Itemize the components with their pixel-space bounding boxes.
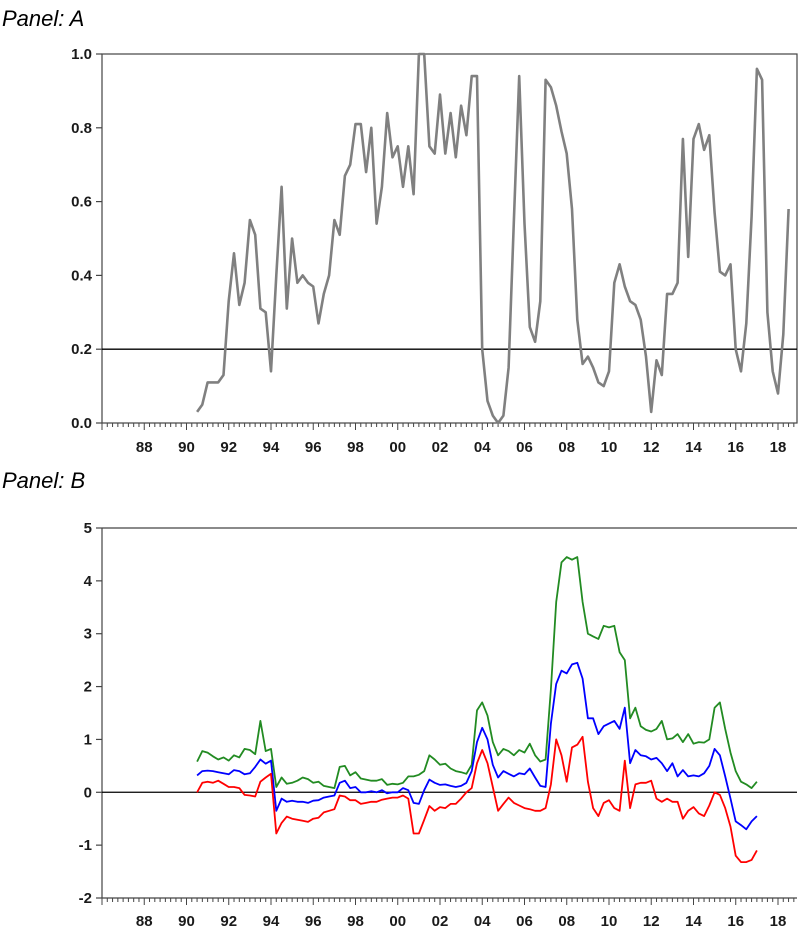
x-tick-label: 08 [558,439,575,456]
x-tick-label: 12 [643,439,660,456]
x-tick-label: 04 [474,913,491,930]
x-tick-label: 90 [178,913,195,930]
series-line-2 [196,661,758,831]
x-tick-label: 02 [432,913,449,930]
panel-a-label: Panel: A [2,6,85,31]
y-tick-label: 0 [84,784,92,801]
y-tick-label: 0.0 [71,415,92,432]
x-tick-label: 96 [305,439,322,456]
series-line-1 [196,556,758,789]
y-tick-label: 3 [84,626,92,643]
x-tick-label: 12 [643,913,660,930]
x-tick-label: 96 [305,913,322,930]
plot-frame [101,53,798,424]
x-tick-label: 14 [685,439,702,456]
y-tick-label: 0.8 [71,120,92,137]
y-tick-label: 5 [84,520,92,537]
y-tick-label: 2 [84,679,92,696]
y-tick-label: 0.2 [71,341,92,358]
x-tick-label: 02 [432,439,449,456]
x-tick-label: 18 [770,913,787,930]
y-tick-label: -1 [79,837,92,854]
y-tick-label: 1 [84,731,92,748]
x-tick-label: 88 [136,439,153,456]
panel-b-label: Panel: B [2,468,86,493]
x-tick-label: 14 [685,913,702,930]
x-tick-label: 88 [136,913,153,930]
y-tick-label: 1.0 [71,46,92,63]
series-line-1 [196,52,790,425]
x-tick-label: 00 [389,913,406,930]
x-tick-label: 98 [347,913,364,930]
y-tick-label: 4 [84,573,93,590]
x-tick-label: 92 [220,439,237,456]
x-tick-label: 08 [558,913,575,930]
x-tick-label: 16 [727,913,744,930]
x-tick-label: 06 [516,439,533,456]
x-tick-label: 16 [727,439,744,456]
x-tick-label: 00 [389,439,406,456]
y-tick-label: -2 [79,890,92,907]
x-tick-label: 92 [220,913,237,930]
x-tick-label: 94 [263,439,280,456]
x-tick-label: 94 [263,913,280,930]
chart-panel-a: 0.0 0.2 0.4 0.6 0.8 1.0 88 90 92 94 96 98 00 02 04 06 08… [71,46,798,456]
x-tick-label: 98 [347,439,364,456]
x-tick-label: 04 [474,439,491,456]
x-tick-label: 18 [770,439,787,456]
series-line-3 [196,735,758,863]
y-tick-label: 0.6 [71,194,92,211]
x-tick-label: 10 [601,913,618,930]
x-tick-label: 06 [516,913,533,930]
y-tick-label: 0.4 [71,267,93,284]
x-tick-label: 90 [178,439,195,456]
x-tick-label: 10 [601,439,618,456]
